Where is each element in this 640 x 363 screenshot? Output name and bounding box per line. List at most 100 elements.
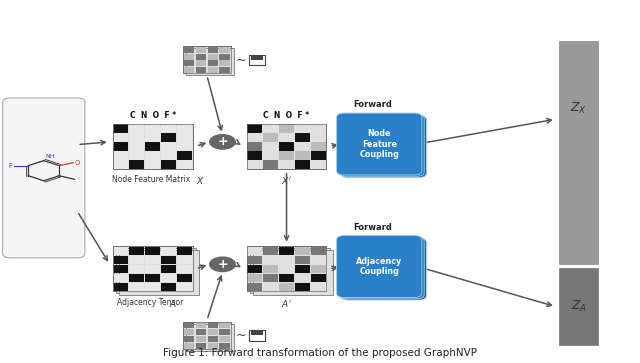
Bar <box>186 48 234 75</box>
Bar <box>177 274 192 282</box>
Bar <box>183 46 231 73</box>
Text: $Z_X$: $Z_X$ <box>570 101 588 115</box>
Bar <box>279 265 294 273</box>
Bar <box>207 329 218 335</box>
Bar <box>145 256 160 264</box>
Bar <box>113 246 193 291</box>
Bar <box>247 160 262 168</box>
Bar <box>161 124 176 132</box>
Text: $A$: $A$ <box>169 298 177 309</box>
FancyBboxPatch shape <box>341 115 426 178</box>
Bar <box>247 283 262 291</box>
Bar <box>311 265 326 273</box>
Bar <box>263 265 278 273</box>
Bar <box>207 47 218 53</box>
Bar <box>116 248 196 293</box>
Bar <box>196 336 206 342</box>
Bar <box>129 247 144 255</box>
Text: Adjacency Tensor: Adjacency Tensor <box>117 298 188 307</box>
Bar <box>196 67 206 73</box>
Bar <box>145 274 160 282</box>
Bar <box>145 265 160 273</box>
Bar <box>263 283 278 291</box>
Bar <box>161 256 176 264</box>
Bar <box>248 54 265 65</box>
Bar <box>207 53 218 60</box>
Bar <box>145 151 160 159</box>
Text: F: F <box>8 163 12 169</box>
Bar <box>311 124 326 132</box>
Bar <box>311 133 326 142</box>
Bar <box>113 246 193 291</box>
Text: $A'$: $A'$ <box>281 298 292 309</box>
Bar <box>311 151 326 159</box>
Bar <box>263 274 278 282</box>
Bar <box>183 46 231 73</box>
FancyBboxPatch shape <box>337 236 422 298</box>
Bar <box>253 250 333 295</box>
Bar <box>113 265 128 273</box>
FancyBboxPatch shape <box>341 238 426 300</box>
Text: O: O <box>74 160 80 166</box>
Bar <box>161 283 176 291</box>
Bar <box>184 47 195 53</box>
Bar <box>250 56 263 60</box>
Bar <box>196 60 206 66</box>
Bar <box>129 142 144 151</box>
Bar <box>295 142 310 151</box>
Bar <box>129 133 144 142</box>
Bar <box>196 329 206 335</box>
Bar <box>220 322 230 329</box>
Text: Forward: Forward <box>353 223 392 232</box>
Bar <box>220 336 230 342</box>
Bar <box>184 53 195 60</box>
Text: Node
Feature
Coupling: Node Feature Coupling <box>359 129 399 159</box>
Bar <box>177 256 192 264</box>
Bar <box>250 331 263 335</box>
Circle shape <box>210 257 236 272</box>
Bar <box>279 256 294 264</box>
Text: Node Feature Matrix: Node Feature Matrix <box>113 175 193 184</box>
Bar <box>207 60 218 66</box>
Bar <box>113 160 128 168</box>
Bar <box>184 67 195 73</box>
Bar <box>246 246 326 291</box>
Bar <box>247 274 262 282</box>
Bar <box>184 60 195 66</box>
Bar <box>279 247 294 255</box>
Bar <box>220 53 230 60</box>
Bar <box>311 160 326 168</box>
Bar <box>247 265 262 273</box>
Bar <box>295 265 310 273</box>
Bar <box>196 322 206 329</box>
Bar <box>161 142 176 151</box>
Bar <box>247 133 262 142</box>
Bar <box>177 151 192 159</box>
Bar <box>119 250 199 295</box>
Bar <box>129 283 144 291</box>
Bar <box>161 274 176 282</box>
FancyBboxPatch shape <box>3 98 85 258</box>
Bar <box>161 160 176 168</box>
Bar <box>177 142 192 151</box>
Bar <box>247 256 262 264</box>
Bar <box>247 124 262 132</box>
Bar <box>145 133 160 142</box>
Bar <box>129 256 144 264</box>
Bar <box>183 322 231 349</box>
Bar <box>246 246 326 291</box>
Text: NH: NH <box>45 154 54 159</box>
Bar <box>145 283 160 291</box>
Bar <box>263 124 278 132</box>
Bar <box>295 283 310 291</box>
Bar <box>263 133 278 142</box>
Bar <box>177 265 192 273</box>
Bar <box>177 283 192 291</box>
Bar <box>113 247 128 255</box>
Text: ~: ~ <box>236 329 246 342</box>
Bar <box>113 142 128 151</box>
Bar <box>246 124 326 169</box>
Bar <box>279 283 294 291</box>
FancyBboxPatch shape <box>337 113 422 175</box>
Bar <box>263 247 278 255</box>
